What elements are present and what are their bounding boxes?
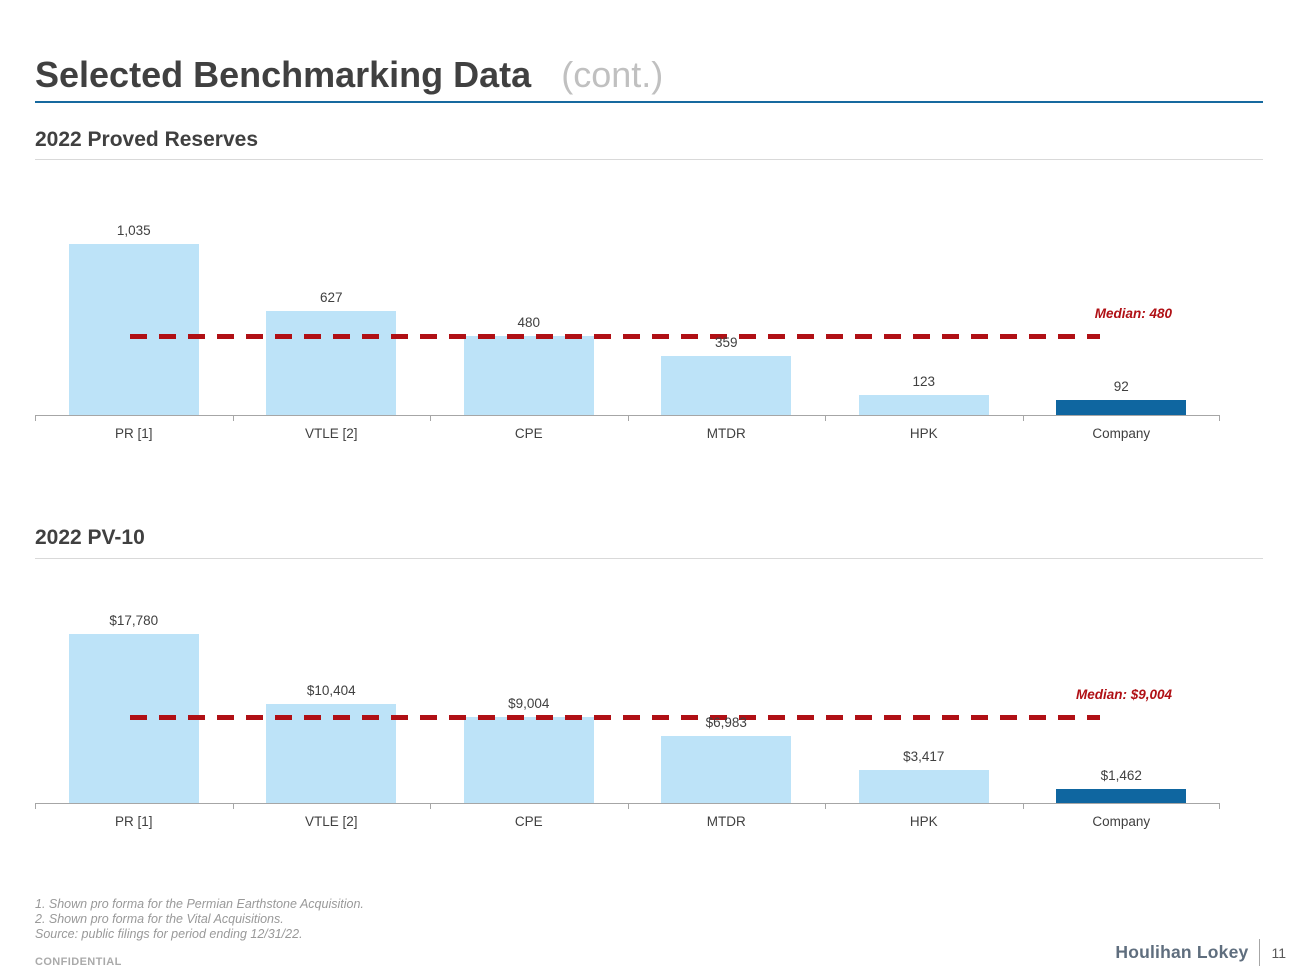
proved-reserves-x-axis-labels: PR [1] VTLE [2] CPE MTDR HPK Company — [35, 416, 1220, 441]
axis-tick — [430, 803, 431, 809]
axis-tick — [232, 803, 234, 809]
bar-mtdr — [661, 736, 792, 803]
bar-slot-cpe: $9,004 — [430, 600, 628, 803]
axis-tick — [627, 803, 629, 809]
footnotes: 1. Shown pro forma for the Permian Earth… — [35, 897, 364, 942]
category-label-company: Company — [1092, 426, 1151, 441]
axis-tick — [430, 415, 431, 421]
section-divider — [35, 558, 1263, 559]
footnote-1: 1. Shown pro forma for the Permian Earth… — [35, 897, 364, 911]
bar-mtdr — [661, 356, 792, 415]
axis-tick — [825, 415, 826, 421]
axis-tick — [232, 415, 234, 421]
category-label-pr-1: PR [1] — [114, 814, 153, 829]
bar-slot-mtdr: $6,983 — [628, 600, 826, 803]
bar-slot-pr-1: $17,780 — [35, 600, 233, 803]
category-label-cpe: CPE — [514, 814, 543, 829]
median-line — [130, 334, 1100, 339]
title-accent-rule — [35, 101, 1263, 103]
bar-vtle-2 — [266, 311, 397, 415]
bar-value-label-mtdr: 359 — [714, 335, 738, 350]
bar-cpe — [463, 717, 594, 803]
axis-tick — [1219, 803, 1220, 809]
source-note: Source: public filings for period ending… — [35, 927, 303, 941]
axis-tick — [35, 415, 36, 421]
bar-slot-company: 92 — [1023, 200, 1221, 415]
bar-vtle-2 — [266, 704, 397, 803]
axis-tick — [1022, 803, 1024, 809]
bar-value-label-cpe: 480 — [517, 315, 541, 330]
section-divider — [35, 159, 1263, 160]
section-heading-proved-reserves: 2022 Proved Reserves — [35, 128, 258, 151]
pv10-plot-area: $17,780 $10,404 $9,004 $6,983 $3,417 $1,462 Me… — [35, 600, 1221, 809]
bar-slot-mtdr: 359 — [628, 200, 826, 415]
category-label-vtle-2: VTLE [2] — [304, 426, 358, 441]
pv10-chart: $17,780 $10,404 $9,004 $6,983 $3,417 $1,462 Me… — [35, 600, 1220, 829]
bar-slot-hpk: 123 — [825, 200, 1023, 415]
category-label-hpk: HPK — [909, 426, 938, 441]
category-label-vtle-2: VTLE [2] — [304, 814, 358, 829]
page-title-main: Selected Benchmarking Data — [35, 54, 532, 95]
pv10-x-axis-labels: PR [1] VTLE [2] CPE MTDR HPK Company — [35, 804, 1220, 829]
axis-tick — [35, 803, 36, 809]
axis-tick — [627, 415, 629, 421]
bar-value-label-pr-1: 1,035 — [116, 223, 151, 238]
bar-value-label-pr-1: $17,780 — [109, 613, 159, 628]
proved-reserves-chart: 1,035 627 480 359 123 92 Median: 480 PR [1] VTL… — [35, 200, 1220, 441]
bar-slot-vtle-2: 627 — [233, 200, 431, 415]
axis-tick — [825, 803, 826, 809]
bar-value-label-vtle-2: $10,404 — [306, 683, 356, 698]
page-title: Selected Benchmarking Data (cont.) — [35, 54, 663, 96]
bar-hpk — [858, 770, 989, 803]
axis-tick — [1022, 415, 1024, 421]
footnote-2: 2. Shown pro forma for the Vital Acquisi… — [35, 912, 284, 926]
bar-value-label-hpk: 123 — [912, 374, 936, 389]
category-label-mtdr: MTDR — [706, 426, 746, 441]
bar-slot-company: $1,462 — [1023, 600, 1221, 803]
axis-tick — [1219, 415, 1220, 421]
bar-cpe — [463, 336, 594, 415]
bar-value-label-company: $1,462 — [1100, 768, 1142, 783]
bar-value-label-vtle-2: 627 — [319, 290, 343, 305]
bar-value-label-hpk: $3,417 — [903, 749, 945, 764]
median-line — [130, 715, 1100, 720]
brand-logo: Houlihan Lokey — [1115, 942, 1249, 962]
category-label-hpk: HPK — [909, 814, 938, 829]
category-label-mtdr: MTDR — [706, 814, 746, 829]
section-heading-pv10: 2022 PV-10 — [35, 526, 145, 549]
category-label-company: Company — [1092, 814, 1151, 829]
bar-value-label-cpe: $9,004 — [508, 696, 550, 711]
bar-value-label-mtdr: $6,983 — [705, 715, 747, 730]
bar-pr-1 — [68, 244, 199, 415]
bar-value-label-company: 92 — [1113, 379, 1129, 394]
bar-company — [1056, 789, 1187, 803]
bar-slot-pr-1: 1,035 — [35, 200, 233, 415]
bar-slot-hpk: $3,417 — [825, 600, 1023, 803]
proved-reserves-plot-area: 1,035 627 480 359 123 92 Median: 480 — [35, 200, 1221, 421]
bar-company — [1056, 400, 1187, 415]
page-number: 11 — [1271, 944, 1286, 961]
bar-hpk — [858, 395, 989, 415]
median-label: Median: 480 — [1094, 306, 1172, 321]
footer-divider — [1259, 939, 1261, 966]
bar-slot-vtle-2: $10,404 — [233, 600, 431, 803]
bar-slot-cpe: 480 — [430, 200, 628, 415]
confidential-label: CONFIDENTIAL — [35, 956, 122, 968]
page-title-suffix: (cont.) — [561, 54, 664, 95]
category-label-pr-1: PR [1] — [114, 426, 153, 441]
median-label: Median: $9,004 — [1075, 687, 1172, 702]
footer-brand-block: Houlihan Lokey 11 — [1115, 939, 1286, 966]
category-label-cpe: CPE — [514, 426, 543, 441]
